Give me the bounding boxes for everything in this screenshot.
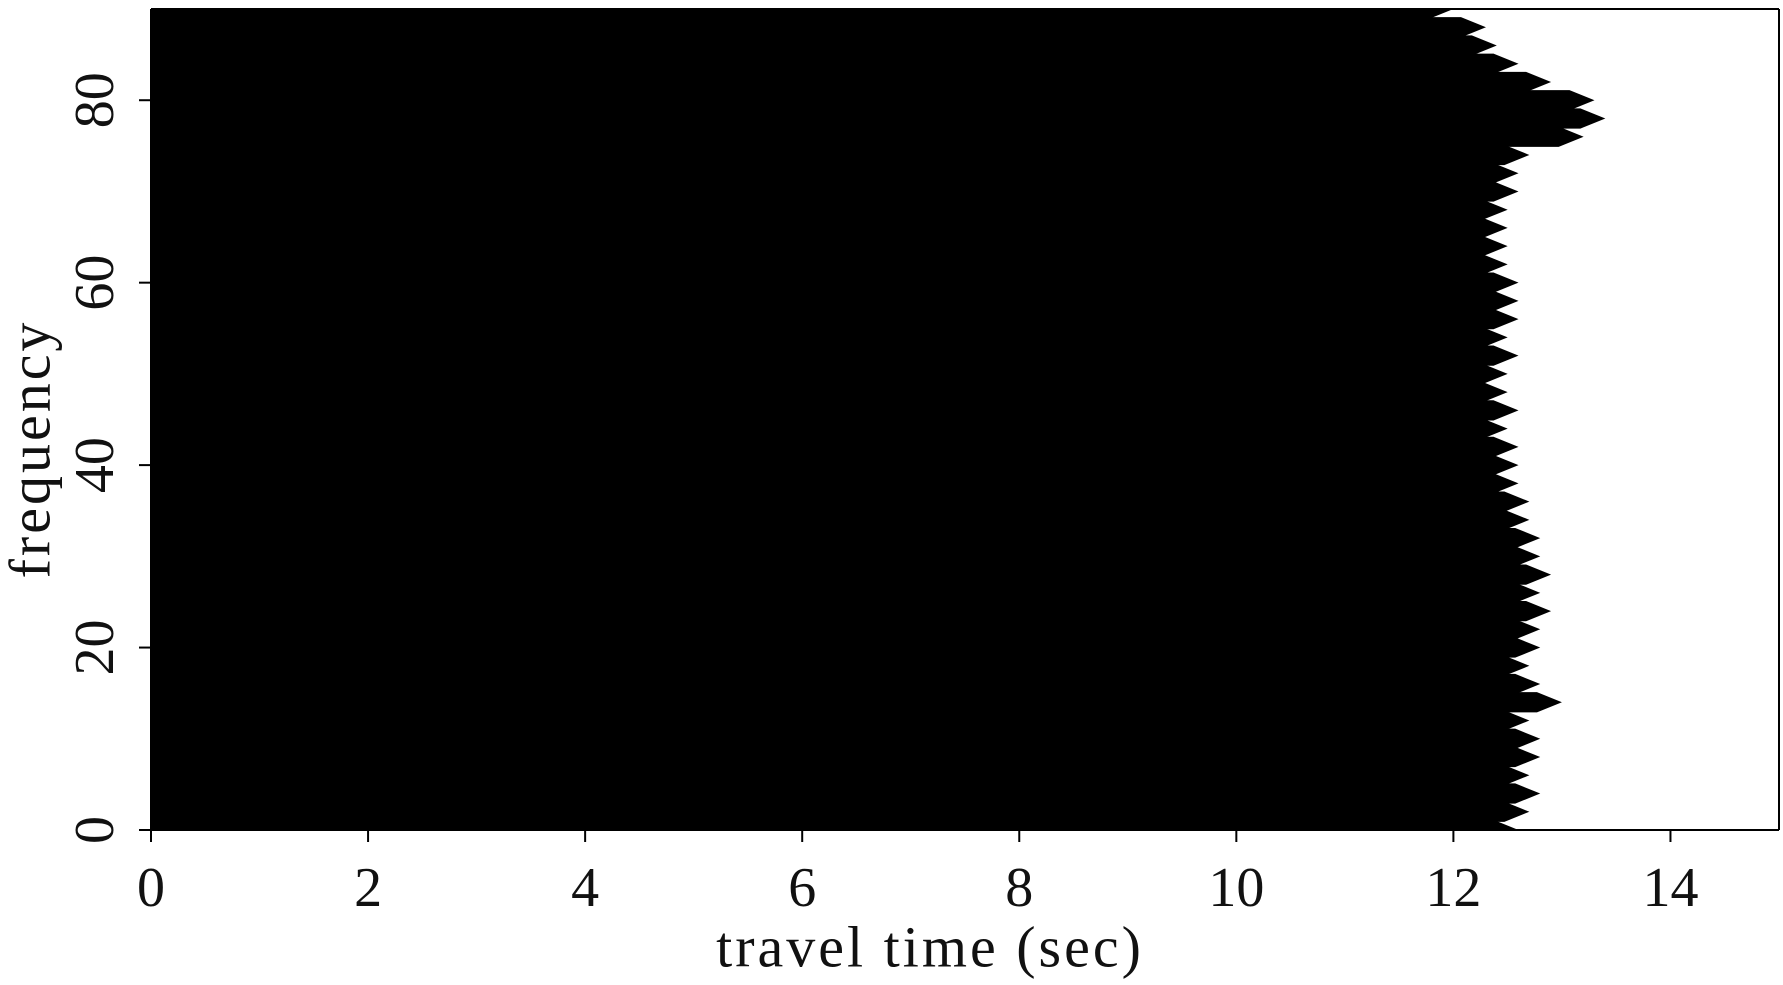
trace [151,53,1519,74]
trace [151,236,1508,257]
trace [151,546,1541,567]
trace [151,400,1519,421]
trace [151,327,1508,348]
trace [151,819,1519,830]
x-tick-label: 12 [1425,857,1481,919]
trace [151,473,1519,494]
y-tick-label: 0 [64,816,126,844]
y-tick-label: 60 [64,255,126,311]
trace [151,673,1541,695]
trace [151,9,1454,20]
x-tick-label: 0 [137,857,165,919]
x-tick-label: 2 [354,857,382,919]
trace [151,619,1541,640]
trace [151,783,1541,804]
trace [151,454,1519,476]
x-tick-label: 14 [1642,857,1698,919]
x-axis-label: travel time (sec) [716,914,1144,979]
trace [151,272,1519,293]
trace [151,801,1530,822]
trace [151,765,1530,786]
trace [151,217,1508,239]
trace [151,35,1497,56]
trace [151,363,1508,385]
trace [151,108,1606,129]
trace [151,309,1519,330]
trace [151,290,1519,312]
x-tick-label: 10 [1208,857,1264,919]
trace [151,17,1486,38]
y-tick-label: 20 [64,620,126,676]
trace [151,600,1552,622]
trace [151,144,1530,166]
trace [151,254,1508,275]
trace [151,71,1552,93]
y-tick-label: 40 [64,437,126,493]
x-tick-label: 8 [1005,857,1033,919]
y-axis-label: frequency [0,320,62,579]
trace [151,345,1519,366]
trace [151,692,1562,713]
trace [151,582,1541,603]
trace [151,527,1541,549]
trace [151,181,1519,202]
trace [151,90,1595,111]
trace [151,163,1519,184]
trace [151,564,1552,585]
trace [151,436,1519,457]
trace [151,126,1584,147]
trace [151,382,1508,403]
trace [151,637,1541,658]
trace [151,418,1508,439]
trace [151,710,1530,731]
x-tick-label: 4 [571,857,599,919]
trace [151,199,1508,220]
trace [151,655,1530,676]
x-tick-label: 6 [788,857,816,919]
trace [151,491,1530,512]
y-tick-label: 80 [64,72,126,128]
trace [151,509,1530,530]
trace [151,746,1541,768]
trace [151,728,1541,749]
